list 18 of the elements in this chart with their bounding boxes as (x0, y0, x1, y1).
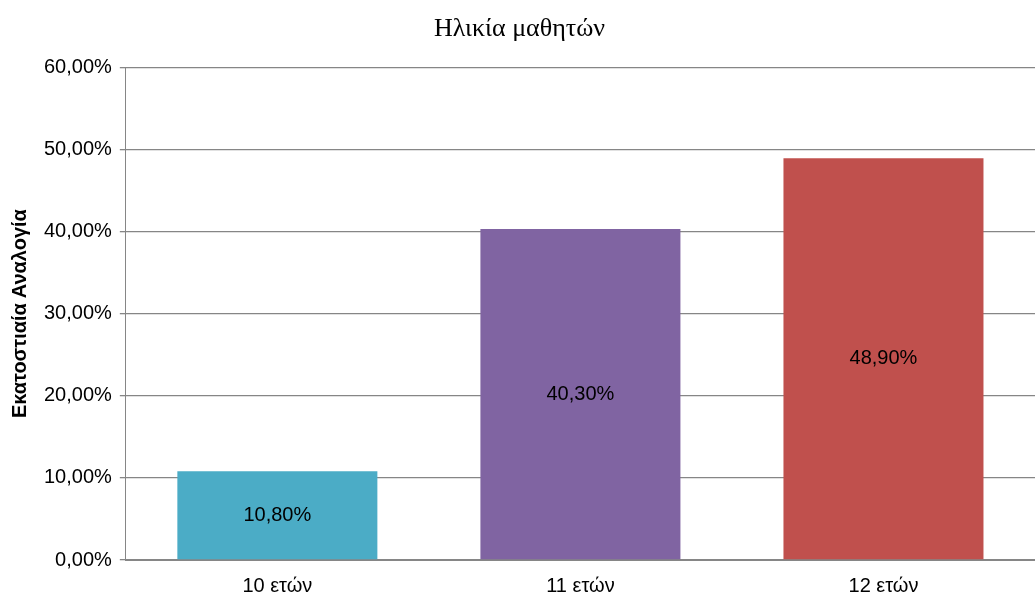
y-tick-label: 40,00% (43, 218, 113, 241)
x-tick-label: 12 ετών (848, 573, 919, 596)
y-tick-label: 60,00% (43, 54, 113, 77)
chart-title: Ηλικία μαθητών (433, 13, 606, 43)
bar (480, 229, 681, 560)
x-tick-label: 11 ετών (546, 573, 615, 596)
y-tick-label: 10,00% (43, 465, 113, 488)
y-tick-label: 0,00% (55, 547, 113, 570)
x-tick-label: 10 ετών (242, 573, 313, 596)
y-tick-label: 20,00% (43, 383, 113, 406)
y-axis-title: Εκατοστιαία Αναλογία (7, 208, 30, 419)
y-tick-label: 30,00% (43, 301, 113, 324)
data-label: 10,80% (243, 502, 312, 525)
y-tick-label: 50,00% (43, 136, 113, 159)
data-label: 48,90% (849, 346, 918, 369)
bar (177, 471, 378, 560)
data-label: 40,30% (546, 381, 615, 404)
bar (783, 158, 984, 560)
